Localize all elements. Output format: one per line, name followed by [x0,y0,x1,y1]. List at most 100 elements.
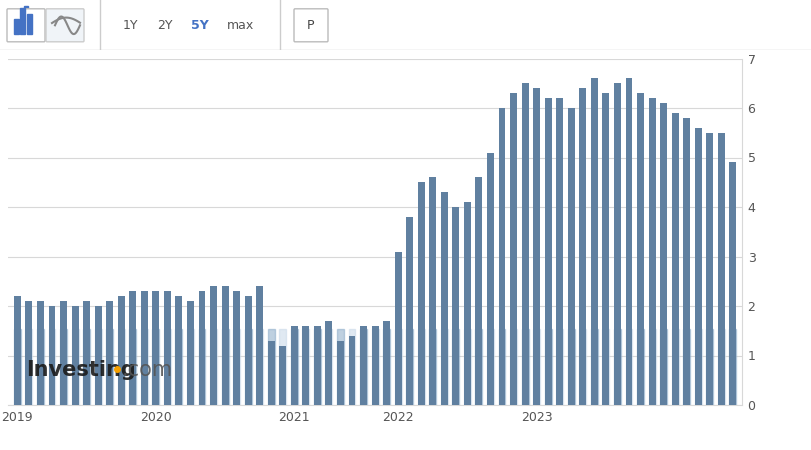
Bar [187,329,194,405]
Bar [614,83,621,405]
Bar [221,329,229,405]
Bar [441,192,448,405]
Bar [556,329,563,405]
FancyBboxPatch shape [294,9,328,42]
Bar [221,286,229,405]
Bar [325,321,333,405]
Bar [695,128,702,405]
Bar [95,306,101,405]
Bar [429,177,436,405]
Bar [291,326,298,405]
Bar [279,346,286,405]
Bar [521,83,529,405]
Bar [303,326,309,405]
Bar [591,78,598,405]
Bar [349,336,355,405]
FancyBboxPatch shape [7,9,45,42]
Bar [603,329,609,405]
Bar [533,88,540,405]
Bar [37,329,44,405]
Bar [175,329,182,405]
Bar [429,329,436,405]
Text: Investing: Investing [27,360,136,380]
Bar [499,329,505,405]
Bar [683,329,690,405]
Bar [614,329,621,405]
Bar [718,133,725,405]
Bar [27,14,32,34]
Bar [256,286,263,405]
Bar [360,329,367,405]
Bar [37,301,44,405]
Bar [579,329,586,405]
Text: max: max [226,19,254,32]
Bar [441,329,448,405]
Bar [533,329,540,405]
Bar [199,329,205,405]
Bar [118,296,125,405]
Bar [233,291,240,405]
Bar [141,291,148,405]
Bar [510,93,517,405]
Bar [568,108,575,405]
Bar [464,329,471,405]
Bar [406,329,413,405]
Bar [233,329,240,405]
Bar [20,8,25,34]
Bar [268,329,275,405]
Bar [672,113,679,405]
Bar [649,329,655,405]
Bar [545,329,551,405]
Bar [303,329,309,405]
Bar [141,329,148,405]
Bar [383,321,390,405]
Bar [49,329,55,405]
Text: 2Y: 2Y [157,19,173,32]
Bar [637,93,644,405]
Bar [129,329,136,405]
Bar [71,306,79,405]
Bar [360,326,367,405]
Bar [337,329,344,405]
Bar [718,329,725,405]
Bar [199,291,205,405]
Bar [464,202,471,405]
Bar [175,296,182,405]
Bar [30,12,34,36]
FancyBboxPatch shape [46,9,84,42]
Bar [625,78,633,405]
Bar [556,98,563,405]
Bar [25,329,32,405]
Bar [510,329,517,405]
Bar [729,329,736,405]
Bar [268,341,275,405]
Bar [706,133,713,405]
Bar [418,329,425,405]
Bar [49,306,55,405]
Bar [210,286,217,405]
Bar [152,329,159,405]
Bar [418,182,425,405]
Text: .com: .com [122,360,173,380]
Bar [603,93,609,405]
Bar [95,329,101,405]
Bar [349,329,355,405]
Bar [164,329,171,405]
Bar [83,301,90,405]
Bar [325,329,333,405]
Bar [371,326,379,405]
Bar [475,177,483,405]
Bar [60,301,67,405]
Bar [24,5,28,36]
Bar [649,98,655,405]
Bar [453,329,459,405]
Bar [499,108,505,405]
Bar [129,291,136,405]
Bar [152,291,159,405]
Bar [210,329,217,405]
Bar [279,329,286,405]
Text: P: P [307,19,315,32]
Bar [187,301,194,405]
Bar [395,329,401,405]
Bar [395,252,401,405]
